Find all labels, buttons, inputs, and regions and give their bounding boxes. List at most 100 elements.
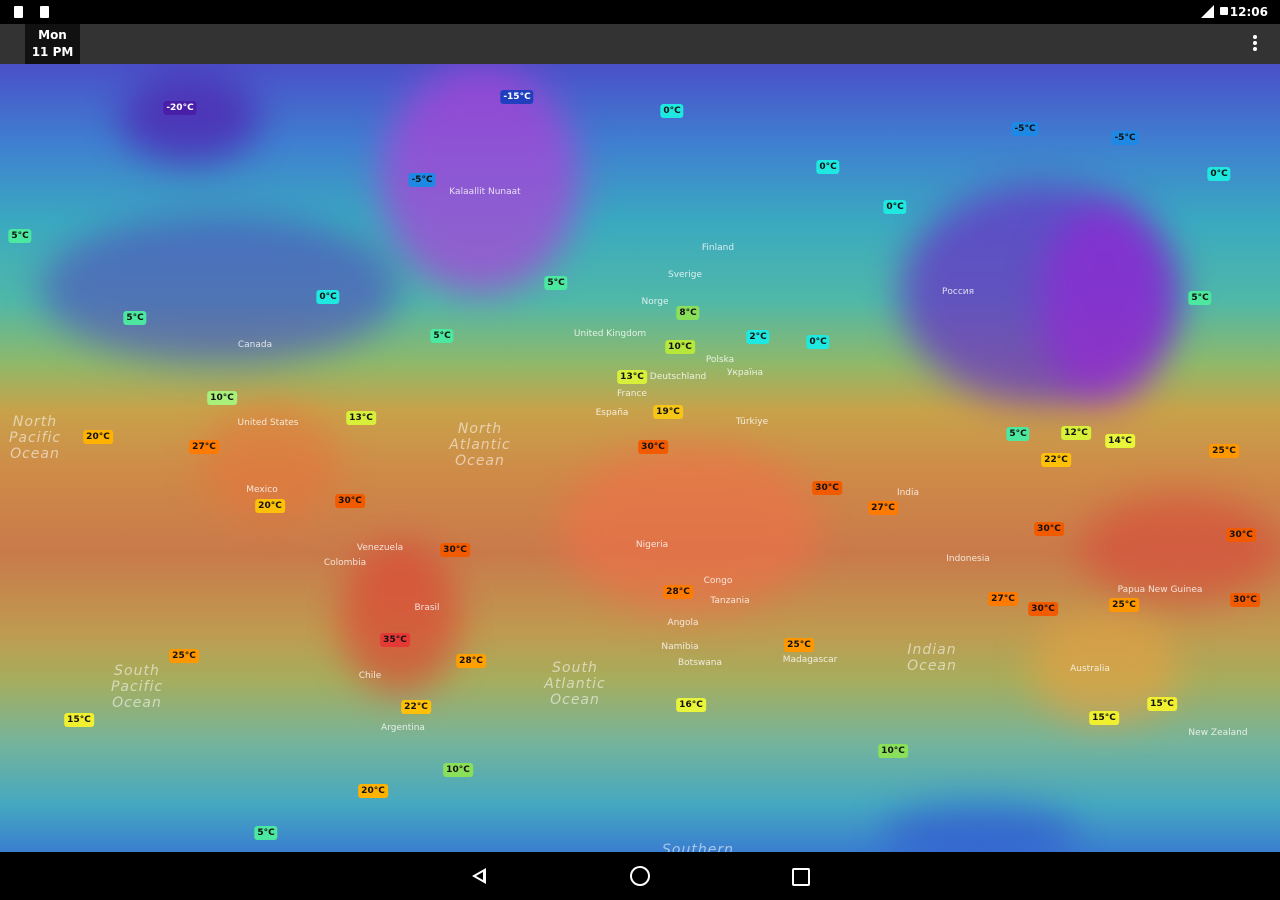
forecast-time-selector[interactable]: Mon 11 PM [25, 24, 80, 64]
temperature-label[interactable]: 0°C [883, 200, 907, 214]
temperature-label[interactable]: 25°C [784, 638, 814, 652]
temperature-label[interactable]: 0°C [660, 104, 684, 118]
temperature-label[interactable]: 30°C [335, 494, 365, 508]
temperature-label[interactable]: 20°C [255, 499, 285, 513]
country-label: Finland [701, 243, 735, 253]
temperature-label[interactable]: 0°C [806, 335, 830, 349]
temperature-label[interactable]: 13°C [346, 411, 376, 425]
temperature-label[interactable]: 5°C [8, 229, 32, 243]
temperature-label[interactable]: 0°C [1207, 167, 1231, 181]
country-label: España [595, 408, 629, 418]
temperature-label[interactable]: 30°C [1028, 602, 1058, 616]
country-label: Madagascar [782, 655, 838, 665]
temperature-label[interactable]: 25°C [169, 649, 199, 663]
country-label: United Kingdom [573, 329, 647, 339]
temperature-label[interactable]: 20°C [358, 784, 388, 798]
notification-icon [40, 6, 49, 18]
temperature-label[interactable]: 0°C [316, 290, 340, 304]
country-label: Botswana [678, 658, 722, 668]
temperature-label[interactable]: 10°C [443, 763, 473, 777]
temperature-label[interactable]: -15°C [500, 90, 534, 104]
temperature-label[interactable]: -20°C [163, 101, 197, 115]
temperature-label[interactable]: 10°C [878, 744, 908, 758]
temperature-label[interactable]: 27°C [189, 440, 219, 454]
country-label: Türkiye [735, 417, 769, 427]
temperature-label[interactable]: 2°C [746, 330, 770, 344]
more-vert-icon[interactable] [1250, 34, 1260, 54]
temperature-label[interactable]: 0°C [816, 160, 840, 174]
temperature-label[interactable]: 5°C [254, 826, 278, 840]
country-label: Brasil [414, 603, 440, 613]
navigation-bar [0, 852, 1280, 900]
country-label: Tanzania [710, 596, 750, 606]
recent-apps-icon[interactable] [792, 868, 810, 886]
temperature-label[interactable]: 12°C [1061, 426, 1091, 440]
temperature-label[interactable]: 22°C [1041, 453, 1071, 467]
temperature-label[interactable]: 15°C [1147, 697, 1177, 711]
map-region-arctic [120, 74, 260, 164]
temperature-label[interactable]: 5°C [544, 276, 568, 290]
temperature-label[interactable]: 5°C [123, 311, 147, 325]
clock: 12:06 [1229, 5, 1268, 19]
temperature-label[interactable]: 28°C [663, 585, 693, 599]
ocean-label: South Pacific Ocean [110, 663, 164, 711]
map-region-pacific-warm [1080, 494, 1280, 604]
back-icon[interactable] [470, 866, 490, 886]
country-label: United States [237, 418, 299, 428]
country-label: Norge [641, 297, 669, 307]
map-region-siberia-core [1040, 204, 1170, 404]
temperature-label[interactable]: 10°C [207, 391, 237, 405]
sd-card-icon [14, 6, 23, 18]
forecast-hour: 11 PM [31, 45, 74, 59]
country-label: Australia [1070, 664, 1110, 674]
country-label: Україна [726, 368, 764, 378]
temperature-label[interactable]: 30°C [1230, 593, 1260, 607]
temperature-map[interactable]: -20°C -15°C -5°C 5°C 5°C 0°C 5°C 5°C 0°C 0°C 0°C -5… [0, 64, 1280, 852]
ocean-label: South Atlantic Ocean [544, 660, 606, 708]
temperature-label[interactable]: -5°C [1111, 131, 1139, 145]
temperature-label[interactable]: 25°C [1209, 444, 1239, 458]
temperature-label[interactable]: 5°C [1006, 427, 1030, 441]
temperature-label[interactable]: 19°C [653, 405, 683, 419]
temperature-label[interactable]: -5°C [408, 173, 436, 187]
temperature-label[interactable]: 13°C [617, 370, 647, 384]
country-label: India [896, 488, 920, 498]
temperature-label[interactable]: 15°C [1089, 711, 1119, 725]
app-toolbar: Mon 11 PM [0, 24, 1280, 64]
temperature-label[interactable]: 35°C [380, 633, 410, 647]
temperature-label[interactable]: 20°C [83, 430, 113, 444]
status-bar: 12:06 [0, 0, 1280, 24]
country-label: Congo [703, 576, 733, 586]
country-label: Venezuela [356, 543, 404, 553]
temperature-label[interactable]: 30°C [1034, 522, 1064, 536]
temperature-label[interactable]: 30°C [812, 481, 842, 495]
ocean-label: North Pacific Ocean [8, 414, 62, 462]
temperature-label[interactable]: 15°C [64, 713, 94, 727]
temperature-label[interactable]: 27°C [988, 592, 1018, 606]
temperature-label[interactable]: 25°C [1109, 598, 1139, 612]
country-label: Namibia [661, 642, 699, 652]
temperature-label[interactable]: 27°C [868, 501, 898, 515]
temperature-label[interactable]: 30°C [638, 440, 668, 454]
temperature-label[interactable]: 10°C [665, 340, 695, 354]
map-region-south-america [340, 544, 460, 694]
temperature-label[interactable]: 28°C [456, 654, 486, 668]
ocean-label: Indian Ocean [907, 642, 957, 674]
temperature-label[interactable]: 30°C [1226, 528, 1256, 542]
home-icon[interactable] [630, 866, 650, 886]
country-label: New Zealand [1188, 728, 1248, 738]
temperature-label[interactable]: 5°C [430, 329, 454, 343]
country-label: Indonesia [946, 554, 990, 564]
temperature-label[interactable]: 16°C [676, 698, 706, 712]
signal-icon [1201, 5, 1214, 18]
country-label: Canada [237, 340, 273, 350]
temperature-label[interactable]: 30°C [440, 543, 470, 557]
temperature-label[interactable]: 22°C [401, 700, 431, 714]
temperature-label[interactable]: 14°C [1105, 434, 1135, 448]
temperature-label[interactable]: 5°C [1188, 291, 1212, 305]
country-label: Papua New Guinea [1117, 585, 1203, 595]
ocean-label: Southern [662, 842, 734, 852]
temperature-label[interactable]: -5°C [1011, 122, 1039, 136]
temperature-label[interactable]: 8°C [676, 306, 700, 320]
country-label: Polska [705, 355, 735, 365]
